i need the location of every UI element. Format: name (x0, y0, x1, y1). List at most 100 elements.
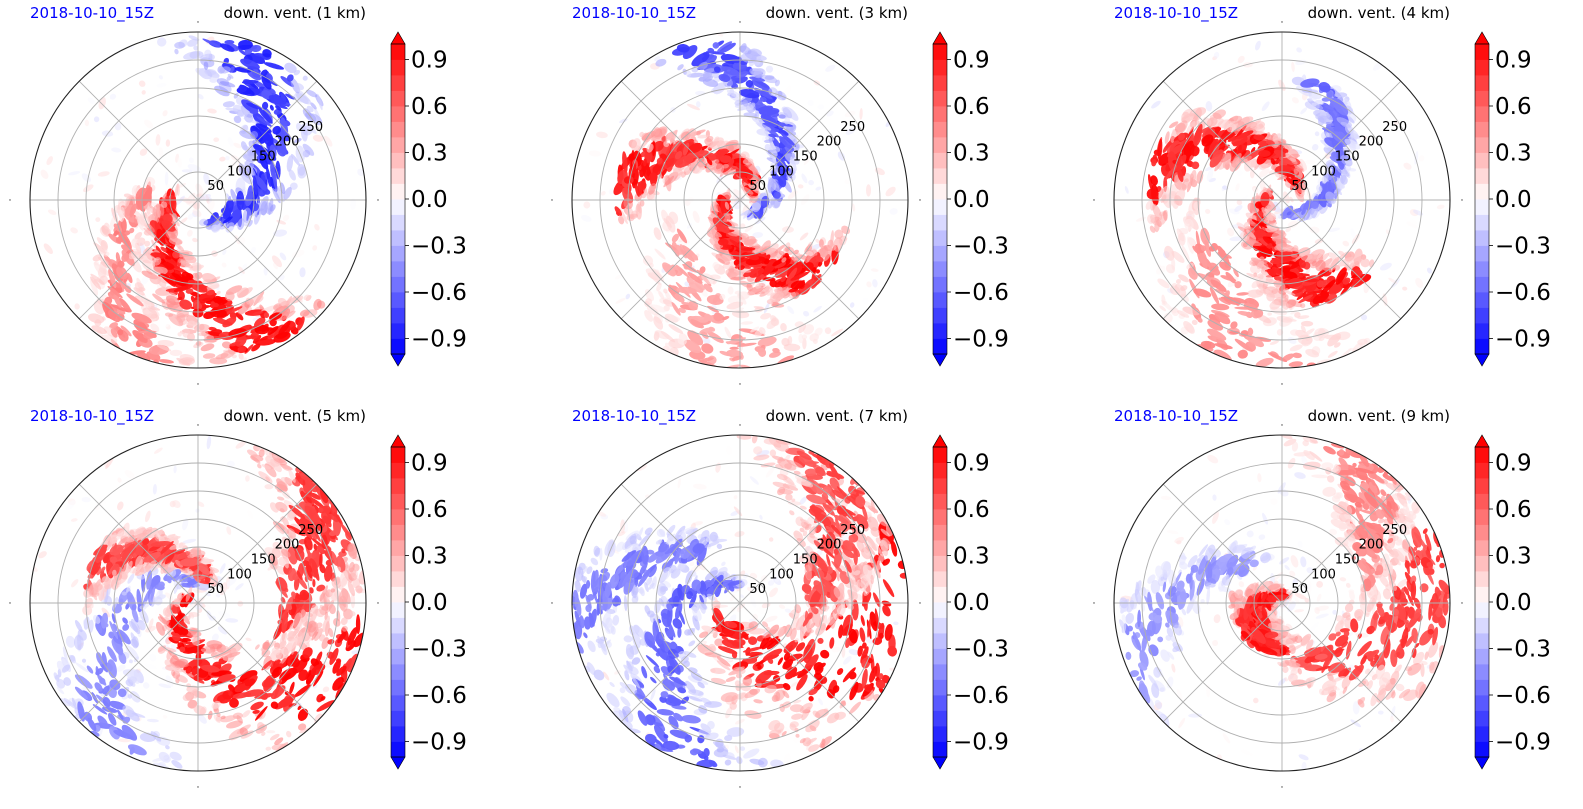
negative-cell (183, 51, 201, 60)
negative-cell (770, 167, 780, 175)
background-cell (849, 302, 855, 308)
negative-cell (749, 48, 762, 57)
positive-cell (229, 341, 241, 347)
background-cell (225, 155, 230, 161)
negative-cell (736, 71, 749, 78)
colorbar-level (391, 571, 405, 587)
colorbar-level (933, 137, 947, 153)
background-cell (70, 227, 78, 234)
negative-cell (296, 93, 312, 105)
axis-tick-dot (1281, 21, 1283, 23)
positive-cell (147, 305, 161, 311)
colorbar-level (391, 586, 405, 603)
colorbar-level (1475, 214, 1489, 231)
axis-tick-dot (1093, 199, 1095, 201)
positive-cell (236, 287, 249, 298)
negative-cell (718, 73, 731, 83)
positive-cell (97, 245, 108, 255)
positive-cell (118, 297, 132, 313)
positive-cell (91, 325, 107, 335)
background-cell (312, 134, 324, 142)
positive-cell (116, 209, 125, 215)
negative-cell (202, 38, 220, 48)
angular-gridline (197, 199, 318, 320)
negative-cell (687, 72, 704, 78)
positive-cell (113, 223, 123, 233)
background-cell (83, 184, 94, 193)
axis-tick-dot (377, 199, 379, 201)
colorbar-tick-label: 0.3 (411, 544, 448, 570)
background-cell (350, 198, 357, 211)
positive-cell (179, 299, 193, 310)
axis-tick-dot (197, 424, 199, 426)
positive-cell (144, 240, 151, 247)
colorbar-level (933, 214, 947, 231)
positive-cell (288, 295, 304, 304)
positive-cell (111, 304, 130, 313)
colorbar-tick-label: 0.6 (953, 94, 990, 120)
colorbar: 0.90.60.30.0−0.3−0.6−0.9 (390, 434, 467, 770)
background-cell (808, 179, 814, 186)
axis-tick-dot (1281, 383, 1283, 385)
colorbar-level (1475, 323, 1489, 339)
background-cell (866, 281, 872, 288)
colorbar-level (391, 152, 405, 169)
background-cell (815, 238, 820, 243)
negative-cell (655, 58, 667, 67)
positive-cell (160, 273, 177, 286)
background-cell (207, 198, 215, 211)
positive-cell (110, 328, 118, 338)
negative-cell (289, 182, 298, 190)
positive-cell (216, 290, 221, 295)
positive-cell (104, 222, 110, 230)
colorbar-tick-label: −0.9 (411, 327, 467, 353)
background-cell (195, 183, 204, 196)
positive-cell (175, 243, 185, 252)
background-cell (803, 155, 812, 166)
axis-tick-dot (197, 786, 199, 788)
background-cell (257, 164, 262, 169)
background-cell (866, 184, 871, 197)
colorbar-level (391, 338, 405, 355)
colorbar-level (391, 524, 405, 541)
positive-cell (117, 260, 125, 268)
colorbar-level (391, 555, 405, 572)
negative-cell (771, 136, 783, 154)
negative-cell (255, 149, 262, 158)
negative-cell (243, 117, 260, 124)
negative-cell (252, 70, 262, 78)
positive-cell (189, 264, 204, 271)
negative-cell (224, 39, 235, 45)
positive-cell (143, 331, 156, 339)
positive-cell (250, 331, 259, 340)
negative-cell (773, 191, 781, 199)
colorbar-level (391, 183, 405, 200)
positive-cell (124, 195, 132, 210)
colorbar-tick-label: 0.3 (953, 141, 990, 167)
positive-cell (164, 201, 180, 218)
positive-cell (142, 307, 158, 319)
positive-cell (102, 316, 106, 321)
background-cell (188, 157, 194, 163)
negative-cell (767, 177, 775, 194)
colorbar-extend-min (1474, 353, 1490, 367)
negative-cell (187, 38, 199, 47)
colorbar-level (933, 106, 947, 122)
colorbar-level (391, 726, 405, 742)
negative-cell (260, 69, 268, 77)
radial-tick-label: 50 (749, 179, 766, 194)
positive-cell (182, 328, 191, 338)
background-cell (238, 266, 245, 274)
background-cell (802, 337, 807, 350)
negative-cell (288, 169, 296, 181)
background-cell (279, 252, 287, 261)
negative-cell (253, 208, 262, 225)
negative-cell (258, 108, 273, 124)
colorbar-tick-label: −0.9 (1495, 327, 1551, 353)
positive-cell (172, 251, 180, 259)
negative-cell (245, 191, 254, 207)
polar-frame (29, 31, 367, 369)
background-cell (815, 186, 822, 191)
radial-tick-label: 200 (1359, 135, 1384, 150)
